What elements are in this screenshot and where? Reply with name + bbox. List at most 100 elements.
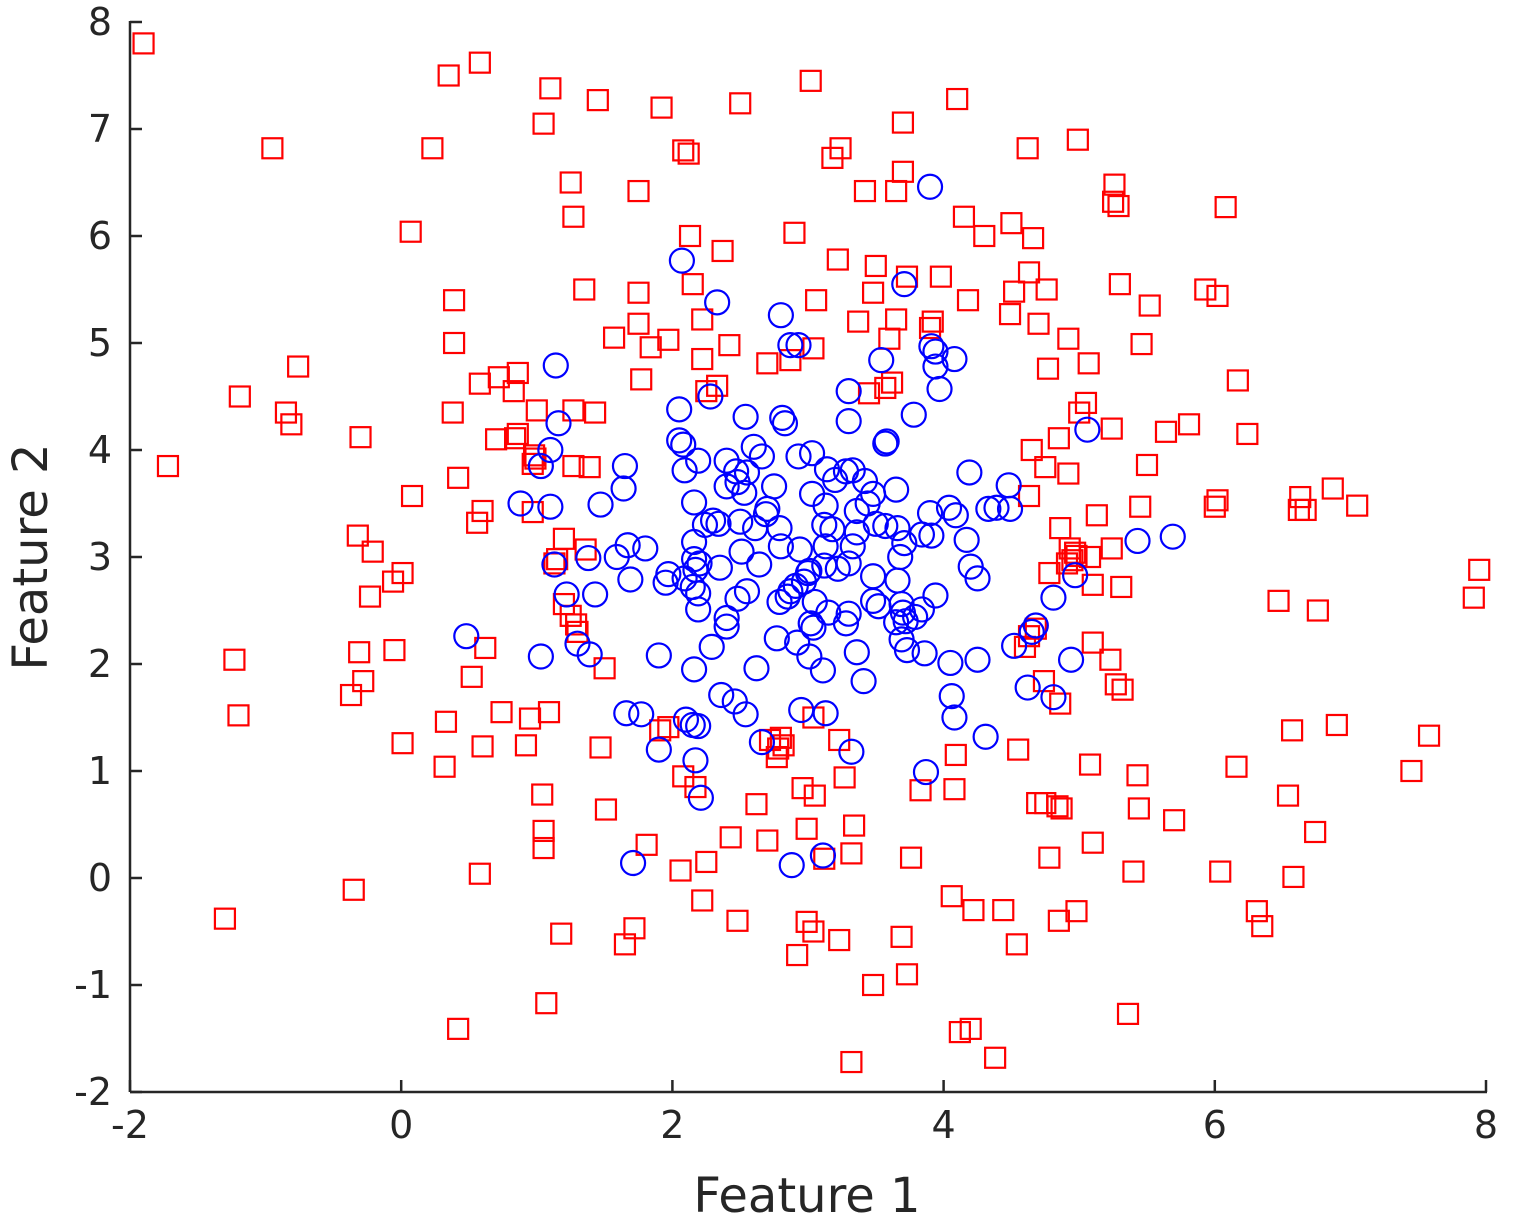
blue-circle-point (545, 410, 572, 437)
red-square-point (649, 719, 672, 742)
blue-circle-point (838, 738, 865, 765)
red-square-point (132, 32, 155, 55)
blue-circle-point (527, 643, 554, 670)
red-square-point (1289, 485, 1312, 509)
blue-circle-point (850, 668, 877, 695)
blue-circle-point (777, 332, 804, 359)
red-square-point (956, 289, 980, 312)
red-square-point (1267, 589, 1290, 612)
red-square-point (874, 376, 897, 400)
red-square-point (1074, 391, 1098, 415)
blue-circle-point (453, 623, 480, 650)
red-square-point (802, 920, 825, 943)
blue-circle-point (809, 842, 837, 869)
red-square-point (1038, 561, 1061, 585)
red-square-point (1049, 517, 1072, 540)
red-square-point (566, 620, 589, 644)
red-square-point (391, 732, 414, 755)
y-tick-label: 1 (88, 749, 112, 793)
blue-circle-point (748, 729, 775, 756)
red-square-point (718, 334, 741, 357)
red-square-point (562, 399, 585, 422)
blue-circle-point (891, 271, 918, 298)
red-square-point (399, 220, 422, 243)
red-square-point (514, 734, 538, 757)
blue-circle-point (576, 641, 603, 668)
red-square-point (1116, 1002, 1140, 1025)
blue-circle-point (1001, 632, 1028, 659)
red-square-point (573, 278, 596, 301)
red-square-point (546, 548, 569, 571)
x-tick-label: 4 (932, 1103, 956, 1147)
blue-circle-point (796, 643, 823, 670)
y-tick-label: 3 (88, 535, 112, 579)
red-square-point (535, 992, 558, 1015)
red-square-point (562, 205, 585, 228)
red-square-point (635, 833, 658, 856)
y-tick-label: 7 (88, 107, 112, 151)
red-square-point (524, 447, 547, 470)
red-square-point (946, 87, 969, 111)
red-square-point (1130, 332, 1153, 356)
red-square-point (681, 273, 704, 296)
red-square-point (657, 716, 680, 739)
red-square-point (691, 889, 714, 912)
blue-circle-point (832, 610, 860, 637)
blue-circle-point (732, 701, 759, 728)
blue-circle-point (887, 543, 914, 571)
red-square-point (339, 683, 363, 707)
red-square-point (346, 524, 369, 547)
blue-circle-point (892, 608, 919, 635)
blue-circle-point (685, 580, 712, 607)
red-square-point (992, 898, 1015, 922)
blue-circle-point (743, 655, 770, 682)
red-square-point (434, 710, 458, 733)
red-square-point (1099, 648, 1122, 671)
red-square-point (1078, 753, 1102, 776)
blue-circle-point (785, 443, 812, 470)
red-square-point (921, 310, 944, 333)
blue-circle-point (760, 473, 788, 500)
blue-circle-point (767, 533, 794, 560)
blue-circle-point (822, 466, 849, 494)
blue-circle-point (685, 596, 712, 623)
blue-circle-point (835, 550, 862, 577)
red-square-point (695, 850, 718, 874)
blue-circle-point (685, 447, 712, 474)
red-square-point (1017, 261, 1041, 284)
red-square-point (280, 413, 303, 436)
blue-circle-point (1040, 584, 1067, 611)
red-square-point (695, 380, 718, 403)
blue-circle-point (713, 473, 740, 500)
blue-circle-point (680, 656, 708, 683)
red-square-point (468, 51, 491, 74)
blue-circle-point (713, 613, 740, 640)
red-square-point (1108, 273, 1131, 296)
red-square-point (1236, 422, 1259, 446)
red-square-point (565, 613, 588, 636)
red-square-point (287, 355, 310, 378)
red-square-point (223, 648, 246, 671)
red-square-point (890, 925, 913, 948)
x-tick-label: 2 (660, 1103, 684, 1147)
blue-circle-point (682, 747, 709, 774)
red-square-point (460, 665, 483, 688)
red-square-point (1066, 128, 1089, 151)
blue-circle-point (732, 403, 759, 430)
red-square-point (918, 316, 942, 340)
red-square-point (504, 427, 527, 450)
red-square-point (973, 224, 996, 248)
red-square-point (1287, 498, 1310, 522)
red-square-point (1077, 352, 1100, 375)
red-square-point (1282, 865, 1305, 889)
red-square-point (962, 898, 985, 922)
blue-circle-point (763, 625, 790, 652)
blue-circle-point (507, 490, 534, 517)
red-square-point (471, 499, 494, 523)
red-square-point (650, 96, 673, 119)
red-square-point (539, 77, 562, 100)
red-square-point (627, 312, 650, 335)
blue-circle-point (666, 396, 693, 423)
red-square-point (1104, 673, 1127, 696)
blue-circle-point (778, 852, 805, 879)
